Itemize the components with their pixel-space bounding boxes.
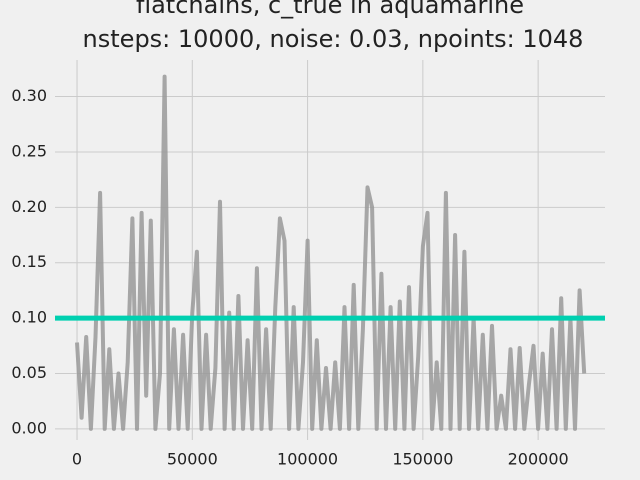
x-tick-label: 50000 bbox=[167, 450, 218, 469]
y-tick-label: 0.00 bbox=[11, 418, 47, 437]
chart-subtitle: nsteps: 10000, noise: 0.03, npoints: 104… bbox=[83, 25, 584, 53]
x-tick-label: 200000 bbox=[508, 450, 569, 469]
x-tick-label: 100000 bbox=[277, 450, 338, 469]
y-tick-label: 0.10 bbox=[11, 308, 47, 327]
y-tick-label: 0.05 bbox=[11, 363, 47, 382]
y-tick-label: 0.20 bbox=[11, 197, 47, 216]
y-tick-label: 0.30 bbox=[11, 86, 47, 105]
y-tick-label: 0.25 bbox=[11, 141, 47, 160]
y-tick-label: 0.15 bbox=[11, 252, 47, 271]
x-tick-label: 150000 bbox=[392, 450, 453, 469]
chart-title: flatchains, c_true in aquamarine bbox=[136, 0, 524, 19]
x-tick-label: 0 bbox=[72, 450, 82, 469]
data-line bbox=[75, 74, 587, 431]
